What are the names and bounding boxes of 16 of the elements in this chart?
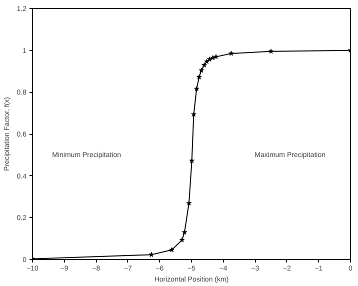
point [213,54,219,60]
point [198,68,204,73]
point [228,50,234,56]
point [196,74,202,80]
point [268,48,274,54]
point [169,247,174,252]
point [189,158,194,164]
point [148,252,154,257]
point [182,230,188,235]
point [191,112,196,117]
point [179,237,185,242]
point [204,58,210,64]
point [210,55,216,60]
point [202,62,207,68]
point [186,200,192,206]
point [194,86,200,92]
